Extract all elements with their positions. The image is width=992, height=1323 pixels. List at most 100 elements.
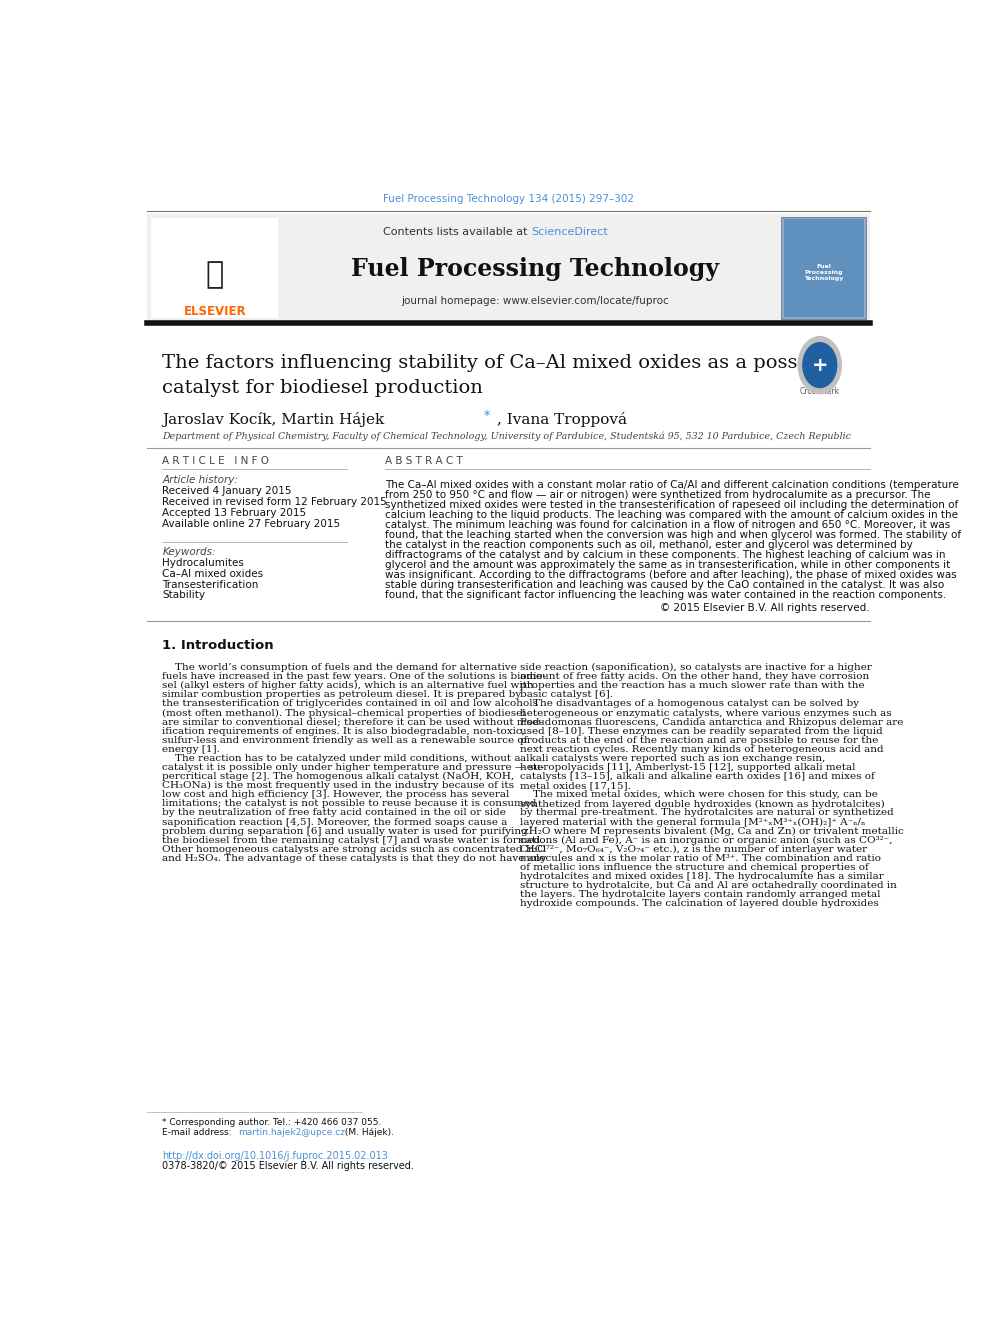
Text: ELSEVIER: ELSEVIER [184, 304, 246, 318]
Text: diffractograms of the catalyst and by calcium in these components. The highest l: diffractograms of the catalyst and by ca… [386, 550, 946, 560]
Text: Received in revised form 12 February 2015: Received in revised form 12 February 201… [163, 497, 387, 507]
Text: Other homogeneous catalysts are strong acids such as concentrated HCl: Other homogeneous catalysts are strong a… [163, 845, 547, 853]
Circle shape [803, 343, 836, 388]
Text: calcium leaching to the liquid products. The leaching was compared with the amou: calcium leaching to the liquid products.… [386, 509, 958, 520]
Text: side reaction (saponification), so catalysts are inactive for a higher: side reaction (saponification), so catal… [520, 663, 872, 672]
Text: ification requirements of engines. It is also biodegradable, non-toxic,: ification requirements of engines. It is… [163, 726, 526, 736]
Text: properties and the reaction has a much slower rate than with the: properties and the reaction has a much s… [520, 681, 865, 691]
Text: catalyst it is possible only under higher temperature and pressure — su-: catalyst it is possible only under highe… [163, 763, 545, 773]
Text: 0378-3820/© 2015 Elsevier B.V. All rights reserved.: 0378-3820/© 2015 Elsevier B.V. All right… [163, 1160, 415, 1171]
Text: by thermal pre-treatment. The hydrotalcites are natural or synthetized: by thermal pre-treatment. The hydrotalci… [520, 808, 894, 818]
Text: (most often methanol). The physical–chemical properties of biodiesel: (most often methanol). The physical–chem… [163, 709, 526, 717]
Text: hydroxide compounds. The calcination of layered double hydroxides: hydroxide compounds. The calcination of … [520, 900, 879, 909]
Text: hydrotalcites and mixed oxides [18]. The hydrocalumite has a similar: hydrotalcites and mixed oxides [18]. The… [520, 872, 884, 881]
Text: next reaction cycles. Recently many kinds of heterogeneous acid and: next reaction cycles. Recently many kind… [520, 745, 884, 754]
Text: are similar to conventional diesel; therefore it can be used without mod-: are similar to conventional diesel; ther… [163, 717, 544, 726]
Text: The mixed metal oxides, which were chosen for this study, can be: The mixed metal oxides, which were chose… [520, 790, 878, 799]
Text: cations (Al and Fe), A⁻ is an inorganic or organic anion (such as CO³²⁻,: cations (Al and Fe), A⁻ is an inorganic … [520, 836, 893, 845]
Text: CrossMark: CrossMark [800, 386, 840, 396]
Text: ·zH₂O where M represents bivalent (Mg, Ca and Zn) or trivalent metallic: ·zH₂O where M represents bivalent (Mg, C… [520, 827, 904, 836]
Text: Contents lists available at: Contents lists available at [384, 228, 532, 237]
Text: http://dx.doi.org/10.1016/j.fuproc.2015.02.013: http://dx.doi.org/10.1016/j.fuproc.2015.… [163, 1151, 388, 1160]
FancyBboxPatch shape [782, 217, 866, 319]
Text: +: + [811, 356, 828, 374]
Text: Ca–Al mixed oxides: Ca–Al mixed oxides [163, 569, 264, 578]
Text: Fuel Processing Technology: Fuel Processing Technology [351, 257, 719, 280]
Text: found, that the significant factor influencing the leaching was water contained : found, that the significant factor influ… [386, 590, 946, 599]
Text: Keywords:: Keywords: [163, 548, 216, 557]
FancyBboxPatch shape [147, 214, 870, 320]
Text: Available online 27 February 2015: Available online 27 February 2015 [163, 519, 340, 529]
Text: metal oxides [17,15].: metal oxides [17,15]. [520, 781, 631, 790]
Text: Hydrocalumites: Hydrocalumites [163, 558, 244, 568]
Text: Pseudomonas fluorescens, Candida antarctica and Rhizopus delemar are: Pseudomonas fluorescens, Candida antarct… [520, 717, 904, 726]
Text: journal homepage: www.elsevier.com/locate/fuproc: journal homepage: www.elsevier.com/locat… [402, 296, 670, 306]
Text: sel (alkyl esters of higher fatty acids), which is an alternative fuel with: sel (alkyl esters of higher fatty acids)… [163, 681, 534, 691]
Circle shape [799, 336, 841, 394]
Text: layered material with the general formula [M²⁺ₓM³⁺ₓ(OH)₂]⁺ A⁻ₙ/ₙ: layered material with the general formul… [520, 818, 865, 827]
Text: percritical stage [2]. The homogenous alkali catalyst (NaOH, KOH,: percritical stage [2]. The homogenous al… [163, 773, 515, 782]
Text: Stability: Stability [163, 590, 205, 601]
Text: energy [1].: energy [1]. [163, 745, 220, 754]
Text: Received 4 January 2015: Received 4 January 2015 [163, 487, 292, 496]
Text: similar combustion properties as petroleum diesel. It is prepared by: similar combustion properties as petrole… [163, 691, 522, 700]
Text: the layers. The hydrotalcite layers contain randomly arranged metal: the layers. The hydrotalcite layers cont… [520, 890, 881, 900]
Text: structure to hydrotalcite, but Ca and Al are octahedrally coordinated in: structure to hydrotalcite, but Ca and Al… [520, 881, 897, 890]
Text: heterogeneous or enzymatic catalysts, where various enzymes such as: heterogeneous or enzymatic catalysts, wh… [520, 709, 892, 717]
Text: synthetized from layered double hydroxides (known as hydrotalcites): synthetized from layered double hydroxid… [520, 799, 885, 808]
Text: Fuel
Processing
Technology: Fuel Processing Technology [804, 265, 843, 282]
Text: the catalyst in the reaction components such as oil, methanol, ester and glycero: the catalyst in the reaction components … [386, 540, 914, 550]
Text: saponification reaction [4,5]. Moreover, the formed soaps cause a: saponification reaction [4,5]. Moreover,… [163, 818, 508, 827]
Text: by the neutralization of free fatty acid contained in the oil or side: by the neutralization of free fatty acid… [163, 808, 506, 818]
Text: the transesterification of triglycerides contained in oil and low alcohols: the transesterification of triglycerides… [163, 700, 539, 708]
Text: Department of Physical Chemistry, Faculty of Chemical Technology, University of : Department of Physical Chemistry, Facult… [163, 431, 851, 441]
Text: catalyst. The minimum leaching was found for calcination in a flow of nitrogen a: catalyst. The minimum leaching was found… [386, 520, 950, 531]
Text: © 2015 Elsevier B.V. All rights reserved.: © 2015 Elsevier B.V. All rights reserved… [660, 603, 870, 614]
Text: amount of free fatty acids. On the other hand, they have corrosion: amount of free fatty acids. On the other… [520, 672, 869, 681]
Text: Fuel Processing Technology 134 (2015) 297–302: Fuel Processing Technology 134 (2015) 29… [383, 193, 634, 204]
Text: the biodiesel from the remaining catalyst [7] and waste water is formed.: the biodiesel from the remaining catalys… [163, 836, 544, 845]
Text: basic catalyst [6].: basic catalyst [6]. [520, 691, 613, 700]
Text: used [8–10]. These enzymes can be readily separated from the liquid: used [8–10]. These enzymes can be readil… [520, 726, 883, 736]
Text: limitations; the catalyst is not possible to reuse because it is consumed: limitations; the catalyst is not possibl… [163, 799, 537, 808]
Text: and H₂SO₄. The advantage of these catalysts is that they do not have any: and H₂SO₄. The advantage of these cataly… [163, 853, 547, 863]
Text: from 250 to 950 °C and flow — air or nitrogen) were synthetized from hydrocalumi: from 250 to 950 °C and flow — air or nit… [386, 490, 930, 500]
Text: (M. Hájek).: (M. Hájek). [341, 1129, 394, 1138]
Text: * Corresponding author. Tel.: +420 466 037 055.: * Corresponding author. Tel.: +420 466 0… [163, 1118, 382, 1127]
FancyBboxPatch shape [151, 218, 278, 318]
Text: martin.hajek2@upce.cz: martin.hajek2@upce.cz [238, 1129, 345, 1138]
Text: alkali catalysts were reported such as ion exchange resin,: alkali catalysts were reported such as i… [520, 754, 825, 763]
Text: products at the end of the reaction and are possible to reuse for the: products at the end of the reaction and … [520, 736, 878, 745]
Text: 🌲: 🌲 [205, 259, 224, 288]
Text: molecules and x is the molar ratio of M³⁺. The combination and ratio: molecules and x is the molar ratio of M³… [520, 853, 881, 863]
Text: The reaction has to be catalyzed under mild conditions, without a: The reaction has to be catalyzed under m… [163, 754, 521, 763]
Text: CH₃ONa) is the most frequently used in the industry because of its: CH₃ONa) is the most frequently used in t… [163, 781, 515, 790]
Text: The factors influencing stability of Ca–Al mixed oxides as a possible
catalyst f: The factors influencing stability of Ca–… [163, 353, 834, 397]
Text: stable during transesterification and leaching was caused by the CaO contained i: stable during transesterification and le… [386, 579, 944, 590]
FancyBboxPatch shape [784, 218, 864, 316]
Text: low cost and high efficiency [3]. However, the process has several: low cost and high efficiency [3]. Howeve… [163, 790, 510, 799]
Text: catalysts [13–15], alkali and alkaline earth oxides [16] and mixes of: catalysts [13–15], alkali and alkaline e… [520, 773, 875, 781]
Text: *: * [484, 410, 490, 423]
Text: A B S T R A C T: A B S T R A C T [386, 456, 463, 467]
Text: The Ca–Al mixed oxides with a constant molar ratio of Ca/Al and different calcin: The Ca–Al mixed oxides with a constant m… [386, 480, 959, 490]
Text: The world’s consumption of fuels and the demand for alternative: The world’s consumption of fuels and the… [163, 663, 517, 672]
Text: Article history:: Article history: [163, 475, 238, 484]
Text: Jaroslav Kocík, Martin Hájek: Jaroslav Kocík, Martin Hájek [163, 411, 390, 426]
Text: found, that the leaching started when the conversion was high and when glycerol : found, that the leaching started when th… [386, 531, 961, 540]
Text: Accepted 13 February 2015: Accepted 13 February 2015 [163, 508, 307, 519]
Text: synthetized mixed oxides were tested in the transesterification of rapeseed oil : synthetized mixed oxides were tested in … [386, 500, 958, 509]
Text: heteropolyacids [11], Amberlyst-15 [12], supported alkali metal: heteropolyacids [11], Amberlyst-15 [12],… [520, 763, 855, 773]
Text: E-mail address:: E-mail address: [163, 1129, 235, 1138]
Text: Transesterification: Transesterification [163, 579, 259, 590]
Text: , Ivana Troppová: , Ivana Troppová [497, 411, 627, 426]
Text: sulfur-less and environment friendly as well as a renewable source of: sulfur-less and environment friendly as … [163, 736, 528, 745]
Text: of metallic ions influence the structure and chemical properties of: of metallic ions influence the structure… [520, 863, 869, 872]
Text: fuels have increased in the past few years. One of the solutions is biodie-: fuels have increased in the past few yea… [163, 672, 547, 681]
Text: Cr₂O⁷²⁻, Mo₇O₆₄⁻, V₂O₇₄⁻ etc.), z is the number of interlayer water: Cr₂O⁷²⁻, Mo₇O₆₄⁻, V₂O₇₄⁻ etc.), z is the… [520, 845, 867, 853]
Text: 1. Introduction: 1. Introduction [163, 639, 274, 652]
Text: glycerol and the amount was approximately the same as in transesterification, wh: glycerol and the amount was approximatel… [386, 560, 950, 570]
Text: The disadvantages of a homogenous catalyst can be solved by: The disadvantages of a homogenous cataly… [520, 700, 859, 708]
Text: ScienceDirect: ScienceDirect [532, 228, 608, 237]
Text: A R T I C L E   I N F O: A R T I C L E I N F O [163, 456, 270, 467]
